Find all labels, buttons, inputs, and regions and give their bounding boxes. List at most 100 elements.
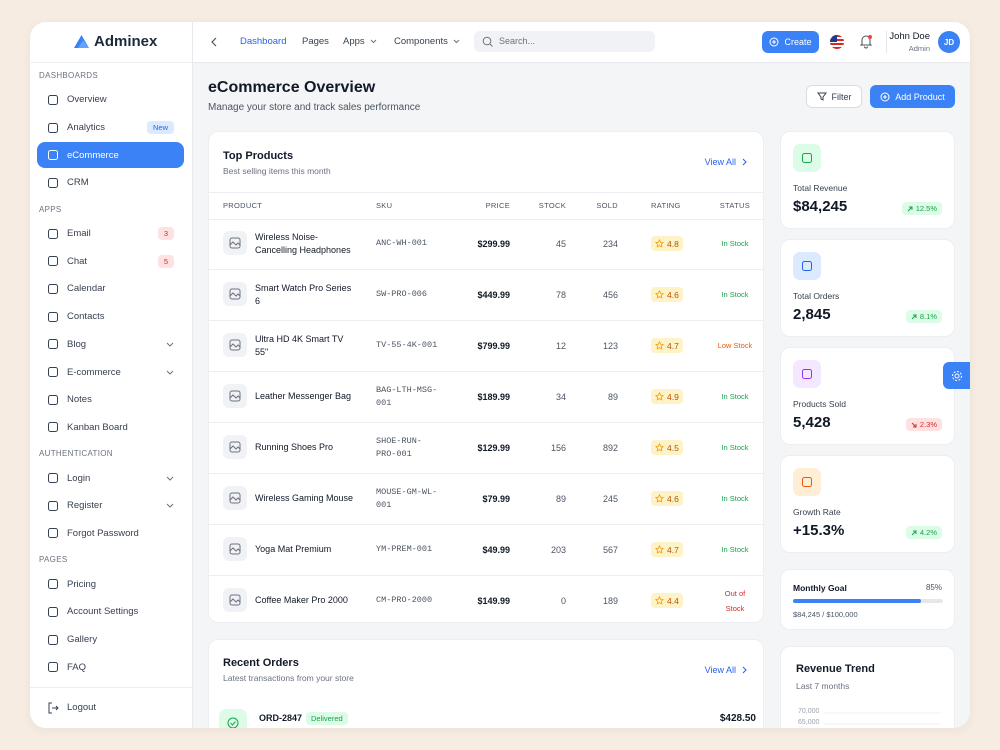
chevron: [166, 476, 174, 481]
back-button[interactable]: [210, 37, 218, 47]
column-header: PRODUCT: [223, 201, 263, 210]
icon: [229, 390, 241, 402]
flag[interactable]: [830, 35, 844, 49]
status: In Stock: [721, 443, 749, 452]
nav-label: Overview: [67, 94, 107, 106]
nav-label: Contacts: [67, 311, 105, 323]
brand-bar: Adminex: [30, 22, 192, 63]
settings-button[interactable]: [943, 362, 970, 389]
stats-column: Total Revenue $84,245 12.5% Total Orders 2,8…: [780, 131, 955, 728]
product-name: Running Shoes Pro: [255, 442, 334, 453]
nav-item[interactable]: Contacts: [37, 303, 184, 331]
create-label: Create: [784, 37, 812, 47]
view-all[interactable]: View All: [705, 157, 747, 167]
nav-badge: New: [146, 121, 174, 135]
plus-icon: [880, 92, 890, 101]
user-name: John Doe: [889, 31, 930, 42]
nav-icon: [48, 94, 58, 105]
rating: 4.7: [667, 340, 679, 351]
nav-item[interactable]: Analytics New: [37, 114, 184, 142]
filter-button[interactable]: Filter: [806, 85, 862, 108]
product-name: Smart Watch Pro Series 6: [255, 283, 352, 306]
nav-item[interactable]: Kanban Board: [37, 414, 184, 442]
goal-title: Monthly Goal: [793, 583, 847, 593]
notifications[interactable]: [859, 34, 873, 49]
nav-item[interactable]: Blog: [37, 331, 184, 359]
goal-detail: $84,245 / $100,000: [793, 610, 858, 619]
search-box[interactable]: Search...: [474, 31, 655, 52]
nav-item[interactable]: Notes: [37, 386, 184, 414]
nav-item[interactable]: Pricing: [37, 570, 184, 598]
nav-item[interactable]: Calendar: [37, 275, 184, 303]
product-thumb: [223, 435, 247, 459]
stat-change-value: 12.5%: [915, 204, 937, 213]
stat-card: Total Orders 2,845 8.1%: [780, 239, 955, 337]
nav-item[interactable]: Login: [37, 464, 184, 492]
stat-label: Total Revenue: [793, 183, 848, 193]
nav-item[interactable]: FAQ: [37, 653, 184, 681]
product-thumb: [223, 231, 247, 255]
nav-item[interactable]: Account Settings: [37, 598, 184, 626]
chevron: [742, 666, 747, 674]
stat-label: Products Sold: [793, 399, 846, 409]
sku: BAG-LTH-MSG-001: [376, 385, 438, 408]
logo: [74, 35, 89, 48]
revenue-trend-card: Revenue Trend Last 7 months 70,000 65,000: [780, 646, 955, 728]
nav-icon: [48, 228, 58, 239]
icon: [911, 422, 917, 427]
price: $79.99: [482, 493, 510, 504]
plus-icon: [769, 37, 779, 47]
card-title: Recent Orders: [223, 657, 299, 669]
topbar: Search... Create John Doe Admin JD Dashb…: [193, 22, 970, 63]
nav-item[interactable]: CRM: [37, 169, 184, 197]
product-thumb: [223, 282, 247, 306]
stock: 34: [555, 391, 566, 402]
nav-item[interactable]: Email 3: [37, 220, 184, 248]
top-nav-item[interactable]: Pages: [302, 36, 329, 47]
top-nav-item[interactable]: Components: [394, 36, 460, 47]
nav-item[interactable]: Overview: [37, 86, 184, 114]
create-button[interactable]: Create: [762, 31, 819, 53]
nav-item[interactable]: Gallery: [37, 626, 184, 654]
search-icon: [482, 36, 493, 47]
recent-orders-card: Recent Orders Latest transactions from y…: [208, 639, 764, 728]
nav-label: Pricing: [67, 578, 97, 590]
nav-icon: [48, 339, 58, 350]
icon: [802, 369, 812, 379]
stat-icon: [793, 144, 821, 172]
sold: 89: [607, 391, 618, 402]
order-icon: [219, 709, 247, 728]
nav-label: Register: [67, 500, 103, 512]
rating: 4.5: [667, 442, 679, 453]
view-all[interactable]: View All: [705, 665, 747, 675]
price: $799.99: [477, 340, 510, 351]
rating-pill: 4.5: [651, 440, 683, 455]
rating-pill: 4.6: [651, 491, 683, 506]
nav-item[interactable]: Chat 5: [37, 247, 184, 275]
stat-change-value: 2.3%: [919, 420, 937, 429]
chevron: [166, 342, 174, 347]
stock: 203: [550, 544, 566, 555]
view-all-label: View All: [704, 665, 736, 675]
icon: [911, 314, 917, 319]
avatar[interactable]: JD: [938, 31, 960, 53]
logout[interactable]: Logout: [37, 694, 184, 722]
nav-icon: [48, 528, 58, 539]
nav-label: Kanban Board: [67, 421, 128, 433]
icon: [229, 441, 241, 453]
stock: 156: [550, 442, 566, 453]
table-row: Running Shoes Pro SHOE-RUN-PRO-001 $129.99…: [209, 422, 763, 474]
top-nav-item[interactable]: Dashboard: [240, 36, 286, 47]
add-product-button[interactable]: Add Product: [870, 85, 955, 108]
stat-icon: [793, 360, 821, 388]
filter-icon: [816, 92, 827, 101]
table-row: Yoga Mat Premium YM-PREM-001 $49.99 203 567 4…: [209, 524, 763, 576]
stock: 89: [555, 493, 566, 504]
price: $49.99: [482, 544, 510, 555]
nav-item[interactable]: Forgot Password: [37, 520, 184, 548]
nav-item[interactable]: eCommerce: [37, 142, 184, 169]
nav-item[interactable]: E-commerce: [37, 358, 184, 386]
product-thumb: [223, 486, 247, 510]
top-nav-item[interactable]: Apps: [343, 36, 377, 47]
nav-item[interactable]: Register: [37, 492, 184, 520]
